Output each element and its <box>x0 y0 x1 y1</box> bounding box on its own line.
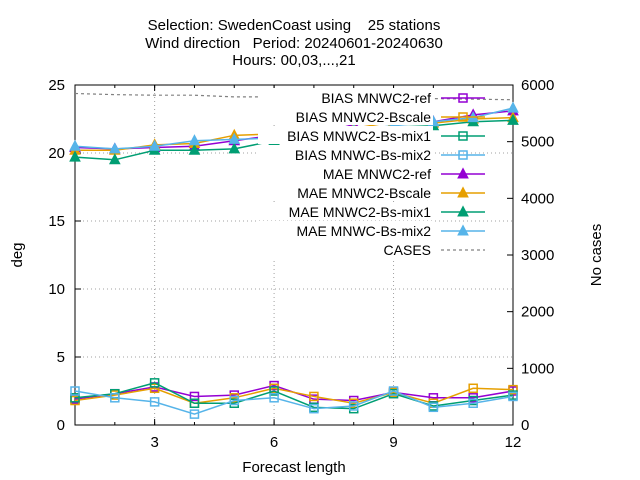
data-point <box>269 386 279 396</box>
y2-tick-label: 1000 <box>521 360 554 377</box>
data-point <box>110 393 120 403</box>
series-line <box>74 92 514 101</box>
data-point <box>507 101 519 113</box>
data-point <box>189 409 200 419</box>
legend-sample-marker <box>457 186 469 198</box>
data-point <box>228 132 241 144</box>
legend-label: BIAS MNWC2-Bs-mix1 <box>287 128 431 144</box>
data-point <box>388 386 399 396</box>
legend-sample-marker <box>458 93 468 103</box>
y-tick-label: 0 <box>57 417 65 434</box>
data-point <box>348 401 359 411</box>
data-point <box>309 403 319 414</box>
data-point <box>309 391 319 402</box>
legend: BIAS MNWC2-ref BIAS MNWC2-Bscale BIAS MNWC… <box>258 88 485 258</box>
legend-bg <box>258 126 433 144</box>
y2-tick-label: 6000 <box>521 77 554 94</box>
data-point <box>108 142 121 154</box>
legend-label: MAE MNWC2-Bs-mix1 <box>289 204 432 220</box>
legend-label: BIAS MNWC2-ref <box>321 90 431 106</box>
series-2 <box>70 378 518 414</box>
legend-sample-marker <box>457 224 469 236</box>
y-tick-label: 5 <box>57 349 65 366</box>
x-tick-label: 9 <box>389 434 397 451</box>
x-tick-label: 12 <box>505 434 522 451</box>
data-point <box>149 378 160 388</box>
y-tick-label: 10 <box>48 281 65 298</box>
legend-label: BIAS MNWC-Bs-mix2 <box>295 147 431 163</box>
y2-axis-label: No cases <box>588 224 605 287</box>
data-point <box>148 139 161 151</box>
legend-bg <box>258 107 433 125</box>
y2-tick-label: 4000 <box>521 190 554 207</box>
legend-bg <box>258 164 433 182</box>
data-point <box>189 391 200 402</box>
axes <box>74 84 514 426</box>
tick-labels: 0 5 10 15 20 25 0 1000 2000 3000 4000 5000 6000 3 6 9 12 <box>48 77 554 451</box>
series-line <box>74 387 514 405</box>
legend-label: MAE MNWC-Bs-mix2 <box>296 223 431 239</box>
plot-frame <box>74 84 514 426</box>
x-tick-label: 6 <box>270 434 278 451</box>
legend-sample-marker <box>457 205 469 217</box>
data-point <box>149 383 160 394</box>
x-tick-label: 3 <box>150 434 158 451</box>
series-8 <box>74 92 514 101</box>
legend-sample-marker <box>458 131 468 141</box>
legend-label: BIAS MNWC2-Bscale <box>296 109 432 125</box>
y-tick-label: 25 <box>48 77 65 94</box>
x-axis-label: Forecast length <box>242 459 345 476</box>
y2-tick-label: 0 <box>521 417 529 434</box>
data-point <box>508 384 518 395</box>
data-point <box>108 153 121 165</box>
data-point <box>188 134 201 146</box>
y-tick-label: 15 <box>48 213 65 230</box>
legend-label: CASES <box>384 242 431 258</box>
legend-bg <box>258 202 433 220</box>
data-point <box>69 150 81 162</box>
legend-label: MAE MNWC2-ref <box>323 166 431 182</box>
title-line-1: Selection: SwedenCoast using 25 stations <box>148 17 441 34</box>
legend-bg <box>258 183 433 201</box>
data-point <box>70 393 80 403</box>
legend-label: MAE MNWC2-Bscale <box>297 185 431 201</box>
y2-tick-label: 2000 <box>521 304 554 321</box>
data-point <box>468 398 478 408</box>
data-point <box>428 402 439 413</box>
title-line-3: Hours: 00,03,...,21 <box>232 52 355 69</box>
legend-sample-marker <box>457 167 469 179</box>
data-point <box>468 383 478 394</box>
series-3 <box>70 386 518 419</box>
legend-bg <box>258 145 433 163</box>
data-point <box>508 391 518 402</box>
legend-bg <box>258 88 433 106</box>
series-line <box>74 382 514 410</box>
data-point <box>188 143 201 155</box>
data-point <box>69 139 81 151</box>
chart-title: Selection: SwedenCoast using 25 stations… <box>145 17 443 69</box>
y2-tick-label: 3000 <box>521 247 554 264</box>
y-tick-label: 20 <box>48 145 65 162</box>
data-point <box>70 386 80 396</box>
data-point <box>507 113 519 125</box>
legend-bg <box>258 240 433 258</box>
series-line <box>74 390 514 415</box>
data-point <box>269 393 279 403</box>
data-point <box>228 142 241 154</box>
title-line-2: Wind direction Period: 20240601-20240630 <box>145 35 443 52</box>
legend-sample-marker <box>458 112 468 122</box>
data-point <box>229 395 240 406</box>
data-point <box>189 398 200 408</box>
data-point <box>149 397 160 407</box>
y-axis-label: deg <box>9 242 26 267</box>
legend-sample-marker <box>458 150 468 160</box>
y2-tick-label: 5000 <box>521 134 554 151</box>
legend-bg <box>258 221 433 239</box>
